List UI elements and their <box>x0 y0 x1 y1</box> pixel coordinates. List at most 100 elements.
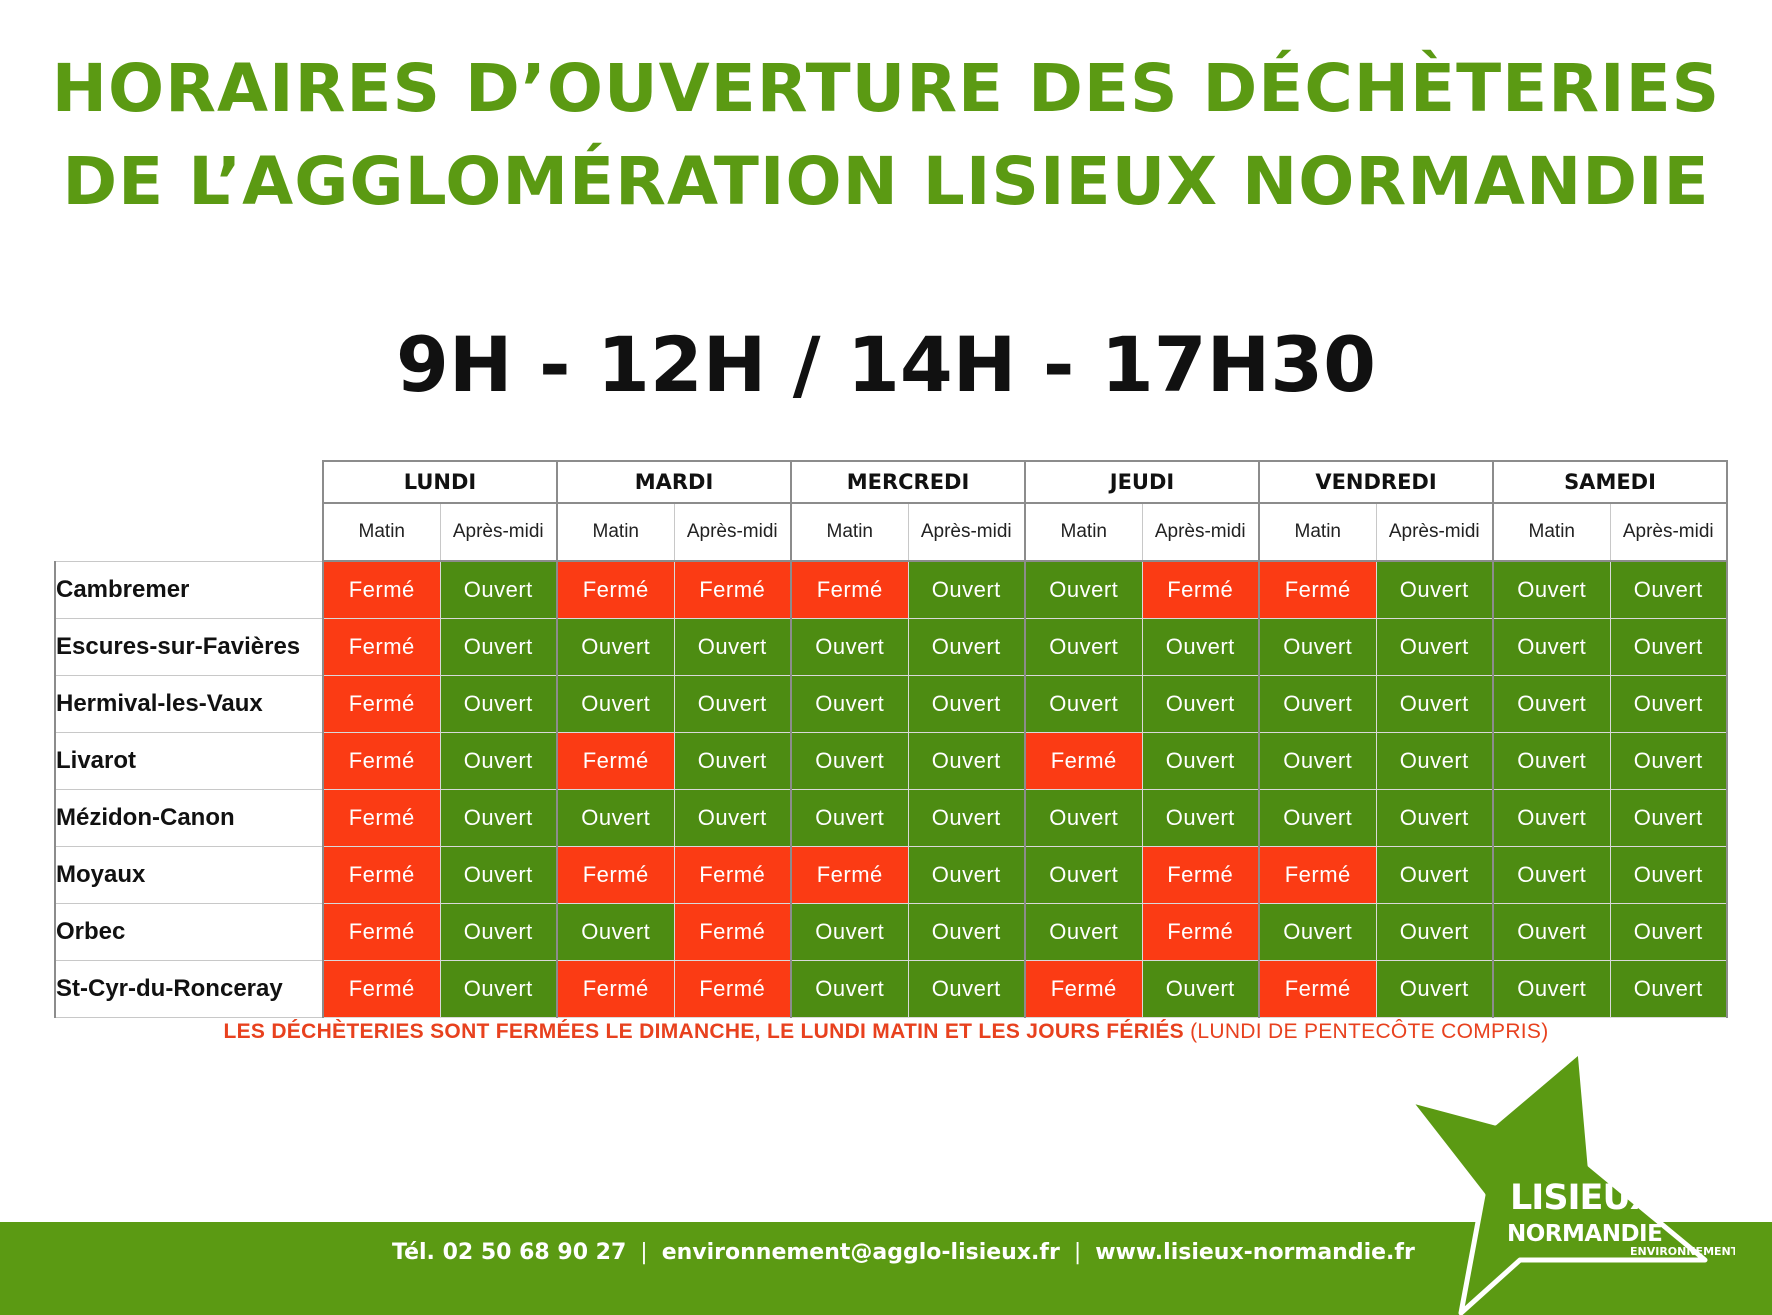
site-name: Escures-sur-Favières <box>54 618 324 676</box>
site-name: Moyaux <box>54 846 324 904</box>
status-open: Ouvert <box>1141 789 1260 847</box>
status-open: Ouvert <box>439 903 558 961</box>
header-blank <box>55 461 323 503</box>
status-open: Ouvert <box>1141 960 1260 1018</box>
morning-header: Matin <box>322 502 441 562</box>
status-open: Ouvert <box>439 618 558 676</box>
status-open: Ouvert <box>439 789 558 847</box>
status-open: Ouvert <box>1375 903 1494 961</box>
status-open: Ouvert <box>556 675 675 733</box>
status-open: Ouvert <box>1492 903 1611 961</box>
status-closed: Fermé <box>673 960 792 1018</box>
logo-text-lisieux: LISIEUX <box>1510 1178 1657 1218</box>
site-name: Livarot <box>54 732 324 790</box>
status-closed: Fermé <box>1141 903 1260 961</box>
status-closed: Fermé <box>790 560 909 619</box>
status-open: Ouvert <box>907 732 1026 790</box>
afternoon-header: Après-midi <box>907 502 1026 562</box>
status-open: Ouvert <box>1375 618 1494 676</box>
site-name: Orbec <box>54 903 324 961</box>
status-open: Ouvert <box>439 675 558 733</box>
morning-header: Matin <box>1258 502 1377 562</box>
status-open: Ouvert <box>907 960 1026 1018</box>
table-row: Mézidon-Canon Fermé Ouvert Ouvert Ouvert Ouve… <box>54 789 1728 847</box>
status-open: Ouvert <box>1609 789 1728 847</box>
status-closed: Fermé <box>322 675 441 733</box>
status-open: Ouvert <box>1141 732 1260 790</box>
table-row: Escures-sur-Favières Fermé Ouvert Ouvert Ouv… <box>54 618 1728 676</box>
status-closed: Fermé <box>322 960 441 1018</box>
site-name: Cambremer <box>54 560 324 619</box>
website-link[interactable]: www.lisieux-normandie.fr <box>1095 1240 1415 1265</box>
status-open: Ouvert <box>907 618 1026 676</box>
status-open: Ouvert <box>790 675 909 733</box>
status-closed: Fermé <box>1141 846 1260 904</box>
day-header: LUNDI <box>322 460 558 504</box>
status-closed: Fermé <box>673 903 792 961</box>
status-open: Ouvert <box>1024 846 1143 904</box>
status-open: Ouvert <box>1141 675 1260 733</box>
status-open: Ouvert <box>1609 560 1728 619</box>
status-open: Ouvert <box>790 903 909 961</box>
day-header: MERCREDI <box>790 460 1026 504</box>
day-header: MARDI <box>556 460 792 504</box>
status-closed: Fermé <box>556 732 675 790</box>
status-closed: Fermé <box>1258 960 1377 1018</box>
status-open: Ouvert <box>907 675 1026 733</box>
status-open: Ouvert <box>1492 675 1611 733</box>
table-row: Livarot Fermé Ouvert Fermé Ouvert Ouvert Ouver… <box>54 732 1728 790</box>
closure-note: LES DÉCHÈTERIES SONT FERMÉES LE DIMANCHE… <box>0 1020 1772 1044</box>
status-closed: Fermé <box>1024 732 1143 790</box>
status-open: Ouvert <box>1024 789 1143 847</box>
separator: | <box>640 1240 648 1265</box>
lisieux-normandie-logo: LISIEUX NORMANDIE ENVIRONNEMENT <box>1406 1048 1735 1315</box>
day-header: JEUDI <box>1024 460 1260 504</box>
status-open: Ouvert <box>1609 618 1728 676</box>
status-closed: Fermé <box>556 560 675 619</box>
status-closed: Fermé <box>322 903 441 961</box>
site-name: Mézidon-Canon <box>54 789 324 847</box>
table-row: Orbec Fermé Ouvert Ouvert Fermé Ouvert Ouvert O… <box>54 903 1728 961</box>
morning-header: Matin <box>1024 502 1143 562</box>
status-open: Ouvert <box>1258 675 1377 733</box>
status-open: Ouvert <box>1258 789 1377 847</box>
status-open: Ouvert <box>1375 560 1494 619</box>
status-closed: Fermé <box>1258 846 1377 904</box>
status-open: Ouvert <box>439 960 558 1018</box>
status-open: Ouvert <box>1024 560 1143 619</box>
email-link[interactable]: environnement@agglo-lisieux.fr <box>661 1240 1060 1265</box>
table-row: Cambremer Fermé Ouvert Fermé Fermé Fermé Ouver… <box>54 560 1728 619</box>
morning-header: Matin <box>790 502 909 562</box>
status-open: Ouvert <box>439 732 558 790</box>
status-open: Ouvert <box>673 789 792 847</box>
status-closed: Fermé <box>322 560 441 619</box>
status-closed: Fermé <box>322 732 441 790</box>
status-open: Ouvert <box>907 903 1026 961</box>
morning-header: Matin <box>1492 502 1611 562</box>
table-row: Moyaux Fermé Ouvert Fermé Fermé Fermé Ouvert Ou… <box>54 846 1728 904</box>
status-open: Ouvert <box>790 732 909 790</box>
status-open: Ouvert <box>1492 789 1611 847</box>
site-name: Hermival-les-Vaux <box>54 675 324 733</box>
status-open: Ouvert <box>1492 732 1611 790</box>
status-open: Ouvert <box>439 846 558 904</box>
status-open: Ouvert <box>1024 618 1143 676</box>
day-header: VENDREDI <box>1258 460 1494 504</box>
status-open: Ouvert <box>1492 618 1611 676</box>
status-open: Ouvert <box>673 732 792 790</box>
status-open: Ouvert <box>556 618 675 676</box>
status-open: Ouvert <box>1609 732 1728 790</box>
phone-number: Tél. 02 50 68 90 27 <box>392 1240 627 1265</box>
afternoon-header: Après-midi <box>673 502 792 562</box>
afternoon-header: Après-midi <box>1609 502 1728 562</box>
logo-text-environnement: ENVIRONNEMENT <box>1630 1245 1735 1258</box>
afternoon-header: Après-midi <box>1375 502 1494 562</box>
status-open: Ouvert <box>1609 903 1728 961</box>
status-open: Ouvert <box>1375 960 1494 1018</box>
status-open: Ouvert <box>790 960 909 1018</box>
status-open: Ouvert <box>1609 675 1728 733</box>
status-open: Ouvert <box>907 560 1026 619</box>
status-open: Ouvert <box>1492 960 1611 1018</box>
status-closed: Fermé <box>322 789 441 847</box>
status-open: Ouvert <box>1024 675 1143 733</box>
